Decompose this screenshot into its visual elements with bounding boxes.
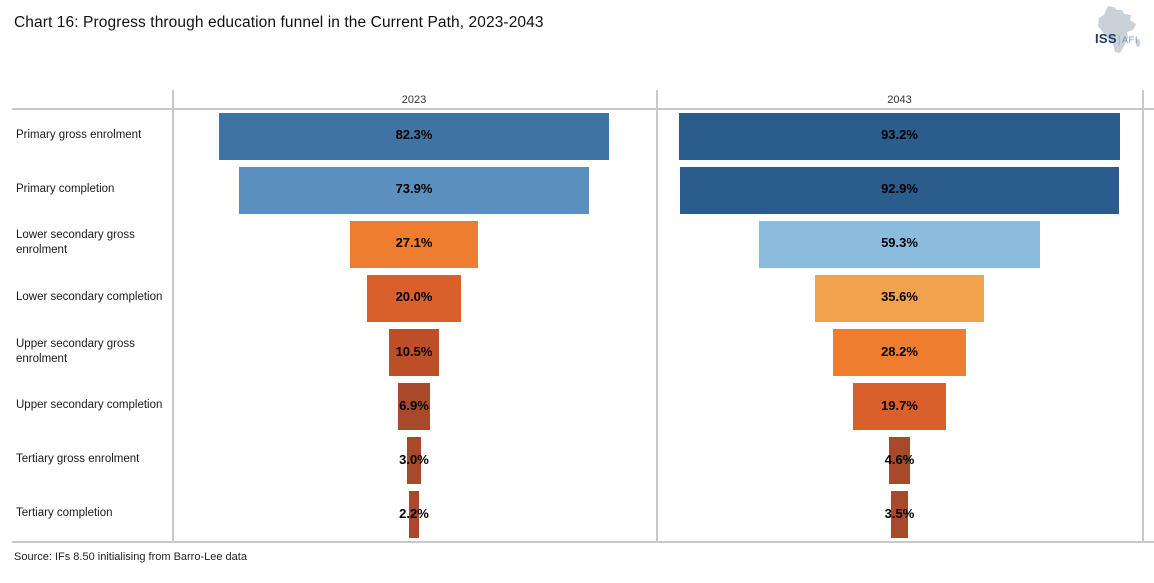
bar-value-label: 93.2% <box>881 127 918 142</box>
logo-iss-label: ISS <box>1095 31 1117 46</box>
category-label: Lower secondary gross enrolment <box>16 229 135 257</box>
panel-header-2023: 2023 <box>401 94 427 106</box>
bar-value-label: 92.9% <box>881 181 918 197</box>
funnel-bar <box>852 383 947 431</box>
source-note: Source: IFs 8.50 initialising from Barro… <box>14 551 247 563</box>
category-label: Upper secondary completion <box>16 399 163 412</box>
category-label: Primary gross enrolment <box>16 128 142 141</box>
bar-value-label: 10.5% <box>395 343 433 359</box>
funnel-bar <box>219 112 609 160</box>
chart-title: Chart 16: Progress through education fun… <box>14 14 544 31</box>
bar-value-label: 35.6% <box>881 289 918 305</box>
funnel-bar <box>679 166 1120 214</box>
funnel-bar <box>397 383 431 431</box>
logo-afi-label: AFI <box>1121 35 1138 46</box>
funnel-bar <box>888 437 911 485</box>
category-label: Lower secondary completion <box>16 290 163 303</box>
funnel-bar <box>389 329 439 376</box>
funnel-bar <box>759 220 1040 268</box>
africa-map-icon <box>1098 6 1141 53</box>
bar-value-label: 28.2% <box>881 343 918 359</box>
bar-value-label: 82.3% <box>395 127 433 142</box>
category-label: Primary completion <box>16 182 115 195</box>
logo-text: ISS | AFI <box>1095 31 1138 46</box>
category-label: Tertiary completion <box>16 507 113 520</box>
funnel-bar <box>406 437 422 485</box>
bar-value-label: 2.2% <box>399 505 429 521</box>
funnel-bar <box>349 220 479 268</box>
iss-afi-logo: ISS | AFI <box>1086 5 1148 55</box>
bar-value-label: 4.6% <box>884 451 915 467</box>
chart-right-border <box>1142 90 1144 542</box>
category-label: Tertiary gross enrolment <box>16 453 140 466</box>
bar-value-label: 59.3% <box>881 235 918 251</box>
funnel-bar <box>815 274 984 322</box>
chart-top-border <box>12 108 1154 110</box>
bar-value-label: 27.1% <box>395 235 433 251</box>
funnel-bar <box>239 166 589 214</box>
bar-value-label: 3.0% <box>399 451 429 467</box>
category-axis-line <box>172 90 174 542</box>
category-label: Upper secondary gross enrolment <box>16 337 135 365</box>
funnel-bar <box>408 491 420 539</box>
bar-value-label: 6.9% <box>399 397 429 413</box>
chart-bottom-border <box>12 541 1154 543</box>
funnel-bar <box>891 491 908 539</box>
bar-value-label: 3.5% <box>884 505 915 521</box>
panel-header-2043: 2043 <box>887 94 912 106</box>
funnel-bar <box>679 112 1120 160</box>
bar-value-label: 19.7% <box>881 397 918 413</box>
panel-divider-line <box>656 90 658 542</box>
bar-value-label: 73.9% <box>395 181 433 197</box>
funnel-bar <box>832 329 967 376</box>
logo-separator: | <box>1117 34 1121 46</box>
funnel-bar <box>366 274 462 322</box>
bar-value-label: 20.0% <box>395 289 433 305</box>
